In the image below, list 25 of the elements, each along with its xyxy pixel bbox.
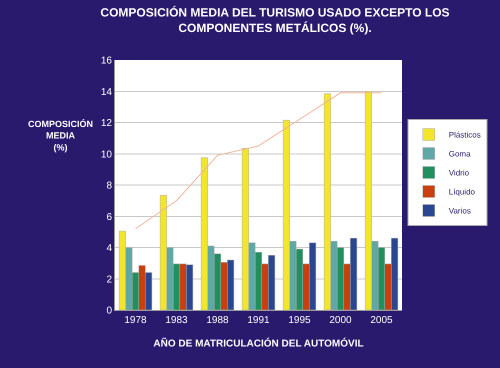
x-tick-label: 2000: [329, 315, 352, 326]
legend-label: Líquido: [448, 188, 476, 197]
x-tick-label: 2005: [370, 315, 394, 326]
x-tick-label: 1978: [124, 315, 148, 326]
legend-label: Plásticos: [448, 130, 481, 140]
y-tick-label: 0: [106, 306, 112, 316]
y-tick-label: 14: [100, 86, 112, 98]
chart-title: COMPOSICIÓN MEDIA DEL TURISMO USADO EXCEPTO LOS COMPONENTES METÁLICOS (%).: [100, 6, 450, 36]
x-tick-label: 1983: [165, 315, 188, 326]
y-tick-label: 8: [106, 180, 112, 192]
legend-label: Varios: [448, 206, 471, 216]
y-tick-label: 6: [106, 212, 112, 223]
y-tick-label: 2: [106, 274, 112, 286]
x-axis-title: AÑO DE MATRICULACIÓN DEL AUTOMÓVIL: [153, 338, 364, 350]
y-tick-label: 4: [106, 243, 112, 254]
legend-label: Vidrio: [448, 168, 470, 178]
y-tick-label: 12: [100, 118, 112, 129]
line-series: [135, 92, 382, 230]
y-tick-label: 10: [100, 149, 112, 160]
y-tick-label: 16: [100, 56, 112, 66]
x-tick-label: 1991: [247, 315, 270, 326]
y-axis-title: COMPOSICIÓN MEDIA (%): [28, 119, 94, 152]
x-tick-label: 1988: [206, 315, 230, 326]
x-tick-label: 1995: [288, 315, 312, 326]
legend-label: Goma: [448, 150, 472, 159]
